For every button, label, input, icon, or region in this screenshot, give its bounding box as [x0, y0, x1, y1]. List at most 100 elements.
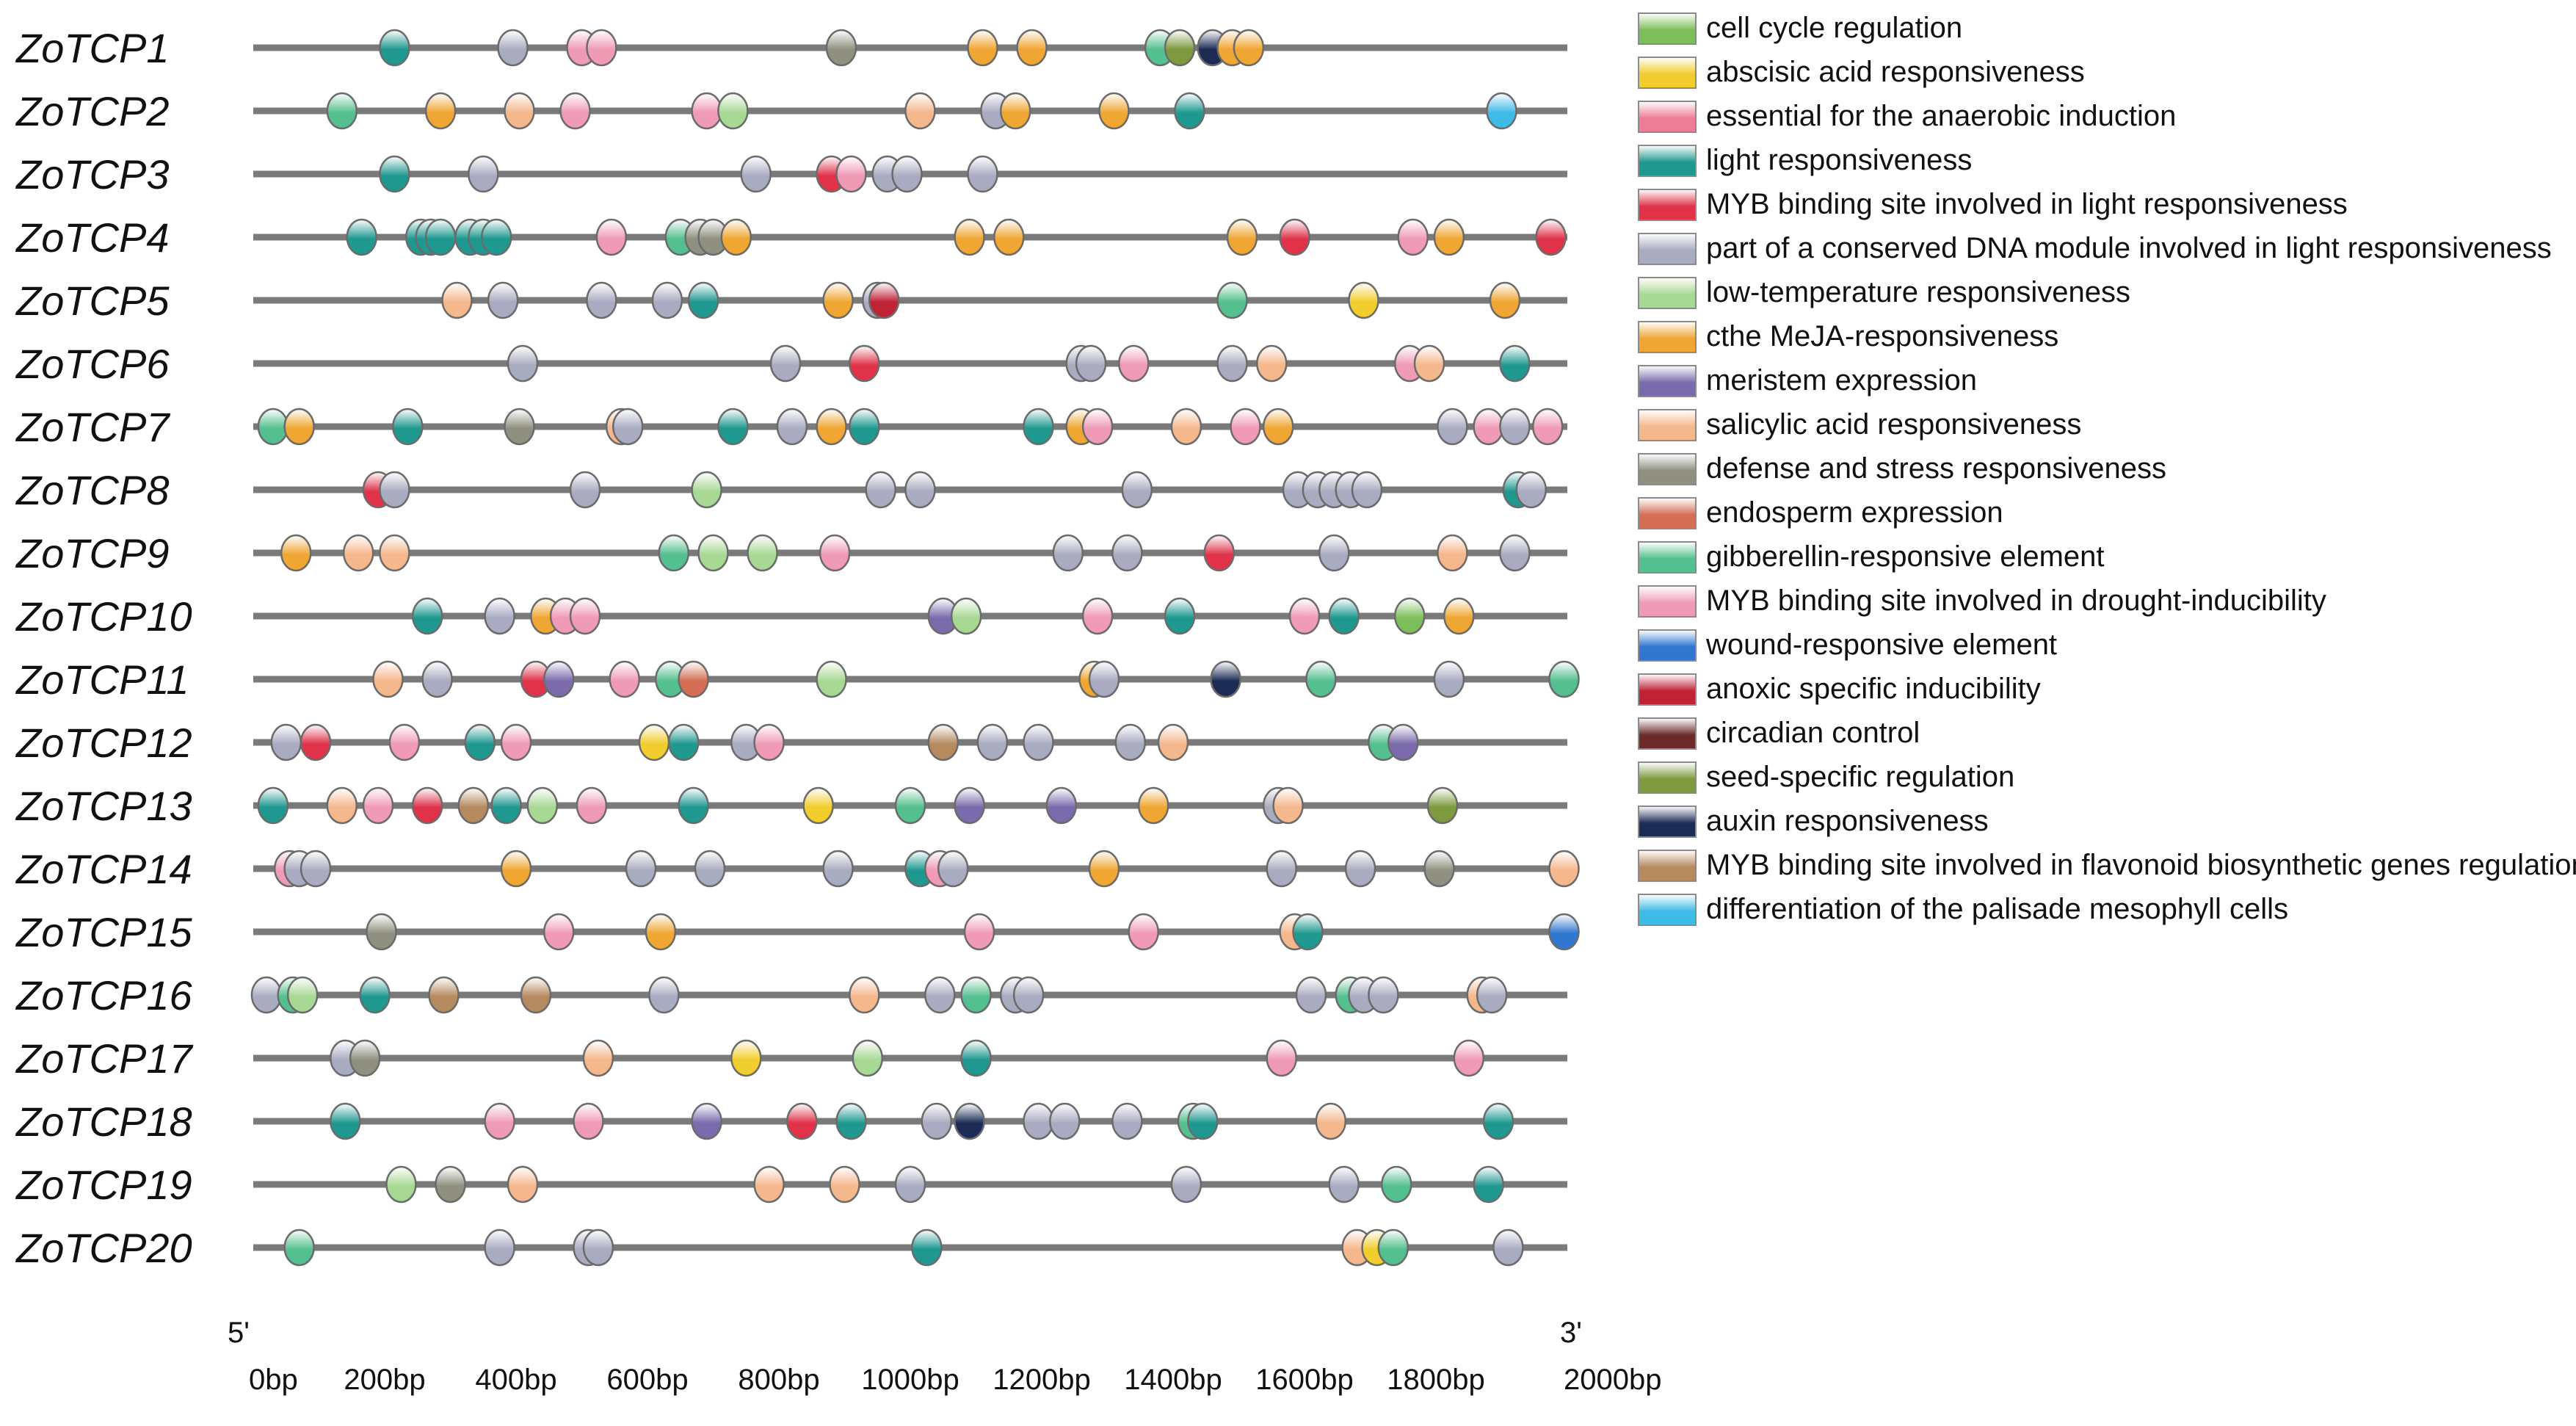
element-gib: [257, 408, 289, 446]
legend-item-mej: cthe MeJA-responsiveness: [1638, 320, 2058, 353]
element-cdm: [1318, 534, 1350, 572]
element-cdm: [1075, 344, 1107, 383]
legend-item-pal: differentiation of the palisade mesophyl…: [1638, 893, 2288, 926]
element-lr: [257, 786, 289, 825]
element-cdm: [1088, 660, 1120, 698]
element-flv: [520, 976, 552, 1014]
element-cdm: [924, 976, 956, 1014]
element-dro: [1397, 218, 1429, 256]
element-mej: [1098, 92, 1130, 130]
element-cdm: [1023, 723, 1054, 761]
gene-row-zotcp1: ZoTCP1: [15, 25, 1567, 71]
element-pal: [1486, 92, 1517, 130]
axis-tick-label: 2000bp: [1564, 1364, 1661, 1396]
element-mer: [691, 1102, 722, 1140]
element-mer: [543, 660, 575, 698]
element-mej: [993, 218, 1025, 256]
element-cdm: [1049, 1102, 1081, 1140]
element-dro: [569, 597, 601, 635]
element-dro: [576, 786, 608, 825]
element-lr: [1292, 913, 1324, 951]
element-dro: [1531, 408, 1564, 446]
gene-row-zotcp20: ZoTCP20: [15, 1225, 1567, 1271]
legend-label: cell cycle regulation: [1706, 12, 1962, 44]
gene-label: ZoTCP14: [15, 846, 192, 892]
element-gib: [658, 534, 690, 572]
element-lr: [960, 1039, 992, 1077]
element-dro: [753, 723, 785, 761]
legend-item-wnd: wound-responsive element: [1638, 629, 2057, 662]
legend-item-gib: gibberellin-responsive element: [1638, 540, 2105, 573]
axis-tick-label: 1200bp: [993, 1364, 1090, 1396]
element-mej: [280, 534, 312, 572]
gene-row-zotcp3: ZoTCP3: [15, 151, 1567, 198]
element-cdm: [1476, 976, 1508, 1014]
element-mej: [424, 92, 457, 130]
element-lr: [678, 786, 709, 825]
element-myb: [300, 723, 332, 761]
element-lt: [717, 92, 749, 130]
element-dro: [1118, 344, 1150, 383]
element-cdm: [694, 850, 726, 888]
element-cdm: [484, 597, 515, 635]
gene-row-zotcp14: ZoTCP14: [15, 846, 1580, 892]
gene-row-zotcp5: ZoTCP5: [15, 278, 1567, 324]
axis-tick-label: 200bp: [344, 1364, 425, 1396]
gene-label: ZoTCP6: [15, 341, 170, 387]
element-anx: [868, 281, 900, 319]
gene-label: ZoTCP2: [15, 88, 170, 134]
legend-swatch: [1638, 585, 1697, 618]
element-flv: [428, 976, 460, 1014]
legend-swatch: [1638, 850, 1697, 882]
legend-label: MYB binding site involved in flavonoid b…: [1706, 849, 2576, 881]
element-lr: [717, 408, 749, 446]
legend-swatch: [1638, 189, 1697, 221]
position-axis: 5' 3' 0bp 200bp 400bp 600bp 800bp 1000bp 1200b…: [228, 1317, 1661, 1396]
element-cdm: [1492, 1228, 1524, 1267]
element-cdm: [497, 29, 529, 67]
element-cdm: [740, 155, 772, 193]
element-cdm: [894, 1165, 926, 1204]
gene-label: ZoTCP18: [15, 1099, 192, 1145]
element-cdm: [1023, 1102, 1054, 1140]
element-gib: [1377, 1228, 1409, 1267]
element-cdm: [921, 1102, 953, 1140]
element-dro: [1473, 408, 1504, 446]
element-dro: [835, 155, 867, 193]
element-dro: [609, 660, 640, 698]
gene-row-zotcp6: ZoTCP6: [15, 341, 1567, 387]
element-lr: [330, 1102, 361, 1140]
element-cdm: [1216, 344, 1248, 383]
element-cdm: [1499, 534, 1531, 572]
legend-label: low-temperature responsiveness: [1706, 276, 2130, 308]
element-mej: [1088, 850, 1120, 888]
element-gib: [1216, 281, 1248, 319]
element-ds: [1423, 850, 1455, 888]
element-sa: [753, 1165, 785, 1204]
element-lr: [667, 723, 700, 761]
three-prime-label: 3': [1560, 1317, 1582, 1349]
element-sa: [1548, 850, 1580, 888]
element-gib: [326, 92, 358, 130]
element-cdm: [976, 723, 1009, 761]
gene-row-zotcp19: ZoTCP19: [15, 1162, 1567, 1208]
element-mej: [1137, 786, 1169, 825]
element-dro: [595, 218, 628, 256]
gene-label: ZoTCP10: [15, 593, 192, 640]
element-sa: [372, 660, 404, 698]
element-cdm: [904, 471, 936, 509]
element-mej: [500, 850, 532, 888]
element-dro: [500, 723, 532, 761]
gene-label: ZoTCP17: [15, 1035, 193, 1082]
element-cdm: [822, 850, 854, 888]
element-mer: [954, 786, 985, 825]
element-cdm: [648, 976, 680, 1014]
element-gib: [1305, 660, 1337, 698]
legend-swatch: [1638, 409, 1697, 441]
element-dro: [1081, 597, 1114, 635]
legend-item-ana: essential for the anaerobic induction: [1638, 100, 2176, 133]
element-sa: [379, 534, 410, 572]
gene-label: ZoTCP8: [15, 467, 170, 513]
legend-swatch: [1638, 321, 1697, 353]
